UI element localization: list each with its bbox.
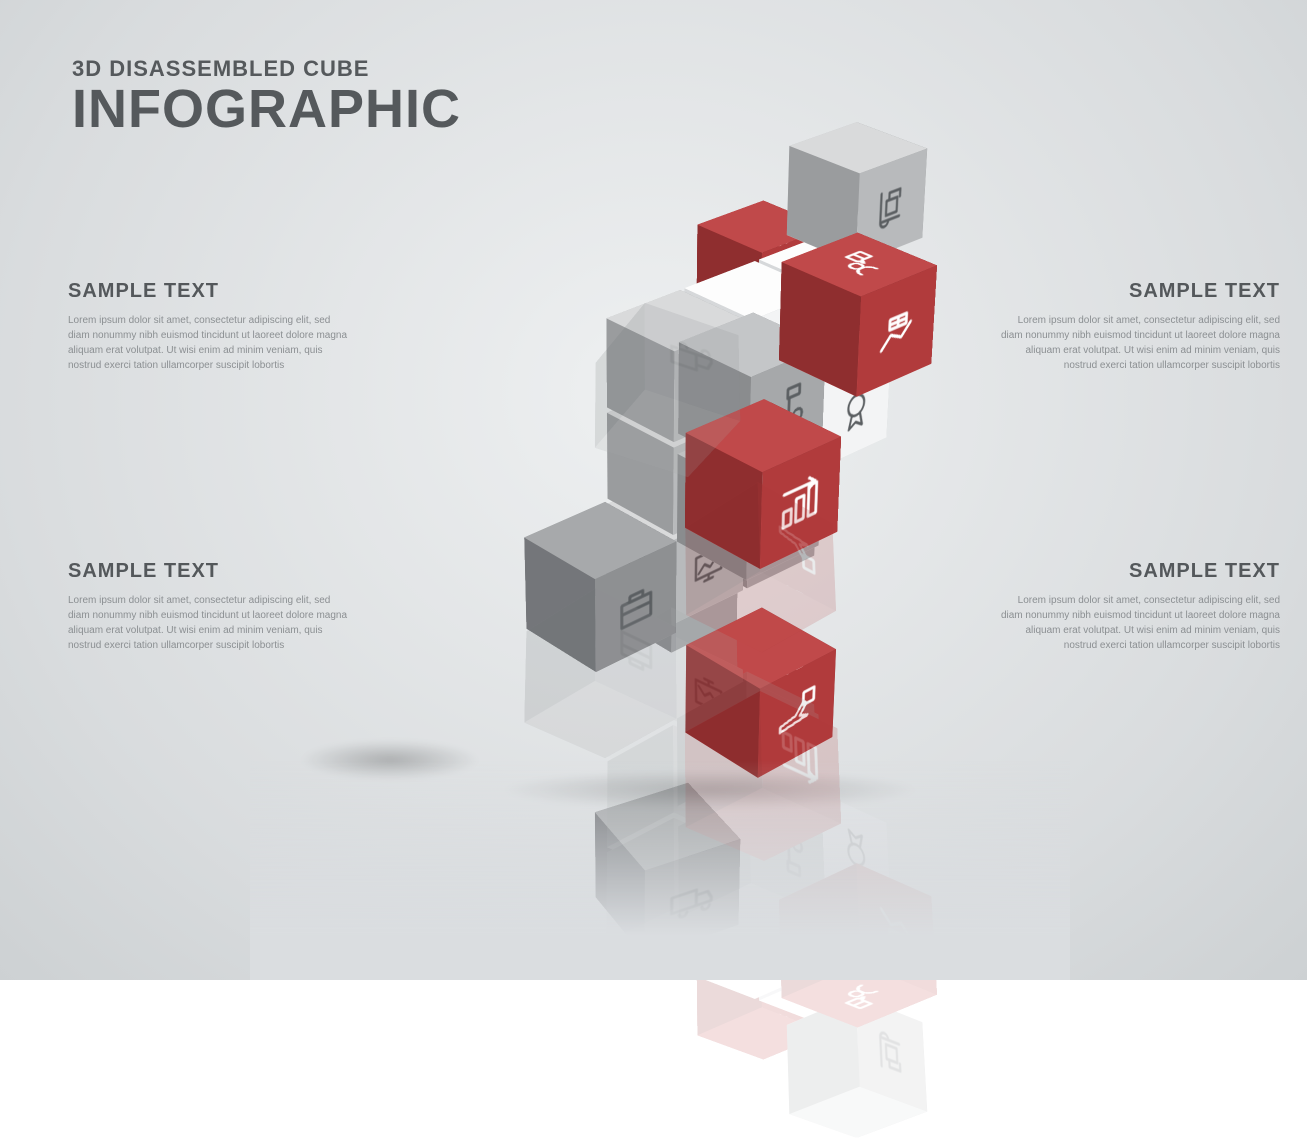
race-flag-dollar-icon <box>874 892 919 966</box>
text-block-tr: SAMPLE TEXT Lorem ipsum dolor sit amet, c… <box>1000 280 1280 373</box>
plane-boxes-icon <box>775 511 819 583</box>
text-block-br: SAMPLE TEXT Lorem ipsum dolor sit amet, c… <box>1000 560 1280 653</box>
cube <box>821 1011 892 1125</box>
bar-chart-up-icon <box>778 720 823 794</box>
floor-shadow <box>300 740 480 780</box>
cube <box>559 610 640 739</box>
text-block-body: Lorem ipsum dolor sit amet, consectetur … <box>1000 593 1280 653</box>
text-block-heading: SAMPLE TEXT <box>1000 280 1280 303</box>
text-block-heading: SAMPLE TEXT <box>68 560 348 583</box>
text-block-body: Lorem ipsum dolor sit amet, consectetur … <box>1000 313 1280 373</box>
cube <box>721 505 798 632</box>
header: 3D DISASSEMBLED CUBE INFOGRAPHIC <box>72 56 461 136</box>
text-block-body: Lorem ipsum dolor sit amet, consectetur … <box>68 313 348 373</box>
hand-truck-icon <box>872 174 912 239</box>
person-speech-dollar-icon <box>816 246 903 282</box>
text-block-heading: SAMPLE TEXT <box>1000 560 1280 583</box>
header-title: INFOGRAPHIC <box>72 82 461 136</box>
cube <box>817 882 897 1011</box>
text-block-bl: SAMPLE TEXT Lorem ipsum dolor sit amet, c… <box>68 560 348 653</box>
text-block-heading: SAMPLE TEXT <box>68 280 348 303</box>
delivery-truck-icon <box>666 329 719 395</box>
text-block-body: Lorem ipsum dolor sit amet, consectetur … <box>68 593 348 653</box>
briefcase-icon <box>613 617 658 690</box>
cube <box>817 249 897 378</box>
race-flag-dollar-icon <box>874 294 919 368</box>
text-block-tl: SAMPLE TEXT Lorem ipsum dolor sit amet, c… <box>68 280 348 373</box>
cube <box>722 712 802 843</box>
cube <box>619 333 713 449</box>
